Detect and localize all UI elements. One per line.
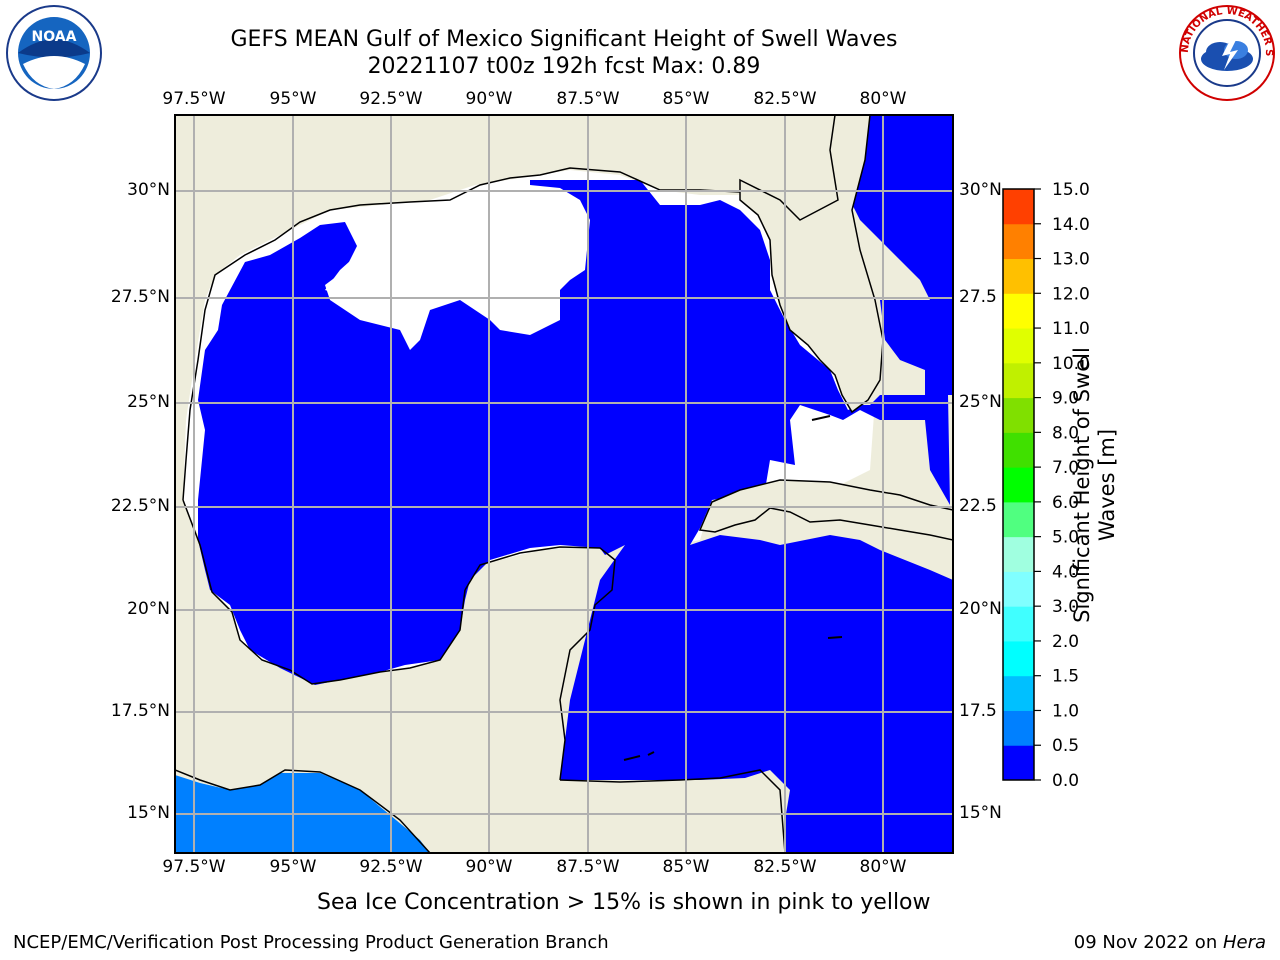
lon-label: 85°W <box>662 857 710 877</box>
cuba-land <box>698 479 953 541</box>
graticule <box>175 115 953 853</box>
colorbar-tick-label: 4.0 <box>1052 562 1079 582</box>
lat-label: 17.5 <box>959 701 997 721</box>
colorbar-segment <box>1003 606 1034 642</box>
colorbar-segment <box>1003 293 1034 329</box>
colorbar-label: Significant Height of Swell Waves [m] <box>1070 347 1119 623</box>
sea-ice-caption: Sea Ice Concentration > 15% is shown in … <box>317 890 931 915</box>
lat-label: 20°N <box>127 599 170 619</box>
lat-label: 22.5 <box>959 496 997 516</box>
colorbar-tick-label: 5.0 <box>1052 528 1079 548</box>
colorbar-segment <box>1003 467 1034 503</box>
lat-label: 25°N <box>127 392 170 412</box>
gulf-coastline <box>182 167 741 685</box>
colorbar-tick-label: 13.0 <box>1052 250 1090 270</box>
colorbar-segment <box>1003 571 1034 607</box>
colorbar-tick-label: 9.0 <box>1052 389 1079 409</box>
lat-label: 20°N <box>959 599 1002 619</box>
lat-label: 27.5°N <box>110 287 170 307</box>
caribbean-water <box>838 115 953 340</box>
colorbar-tick-label: 1.0 <box>1052 701 1079 721</box>
gulf-water <box>198 180 950 685</box>
footer-right: 09 Nov 2022 on Hera <box>1074 932 1266 953</box>
atlantic-east-water <box>880 300 953 395</box>
lon-label: 97.5°W <box>162 89 226 109</box>
colorbar-tick-label: 1.5 <box>1052 667 1079 687</box>
colorbar-tick-label: 2.0 <box>1052 632 1079 652</box>
colorbar-tick-label: 7.0 <box>1052 458 1079 478</box>
noaa-logo: NOAA <box>6 5 102 101</box>
florida-keys <box>811 415 831 421</box>
colorbar-tick-label: 3.0 <box>1052 597 1079 617</box>
colorbar-segment <box>1003 640 1034 677</box>
noaa-text: NOAA <box>32 29 77 45</box>
colorbar-segment <box>1003 397 1034 433</box>
colorbar-segment <box>1003 501 1034 538</box>
colorbar-segment <box>1003 189 1034 225</box>
yucatan-coast <box>464 546 616 781</box>
colorbar-tick-label: 0.0 <box>1052 771 1079 791</box>
northern-gulf-white-patch <box>325 208 570 303</box>
colorbar: 0.0 0.5 1.0 1.5 2.0 3.0 4.0 5.0 6.0 7.0 8.0 9.0 10.0… <box>1002 180 1090 791</box>
colorbar-segment <box>1003 675 1034 711</box>
lat-label: 22.5°N <box>110 496 170 516</box>
lon-label: 87.5°W <box>556 857 620 877</box>
title-line-2: 20221107 t00z 192h fcst Max: 0.89 <box>367 54 761 79</box>
caribbean-south-water <box>560 535 953 853</box>
lon-label: 87.5°W <box>556 89 620 109</box>
lat-label: 30°N <box>127 180 170 200</box>
lon-label: 82.5°W <box>753 857 817 877</box>
lon-label: 90°W <box>465 857 513 877</box>
colorbar-segment <box>1003 710 1034 746</box>
lon-label: 95°W <box>269 857 317 877</box>
lon-label: 90°W <box>465 89 513 109</box>
lat-label: 15°N <box>127 803 170 823</box>
chart-title: GEFS MEAN Gulf of Mexico Significant Hei… <box>0 26 1128 80</box>
colorbar-segment <box>1003 536 1034 572</box>
lat-label: 17.5°N <box>110 701 170 721</box>
colorbar-frame <box>1002 188 1035 781</box>
nws-logo: NATIONAL WEATHER SERVICE <box>1178 4 1275 101</box>
colorbar-tick-label: 8.0 <box>1052 423 1079 443</box>
colorbar-segment <box>1003 745 1034 781</box>
colorbar-tick-label: 6.0 <box>1052 493 1079 513</box>
colorbar-tick-label: 10.0 <box>1052 354 1090 374</box>
colorbar-tick-label: 0.5 <box>1052 736 1079 756</box>
lon-label: 97.5°W <box>162 857 226 877</box>
colorbar-tick-label: 11.0 <box>1052 319 1090 339</box>
lon-label: 85°W <box>662 89 710 109</box>
colorbar-segment <box>1003 432 1034 468</box>
lon-label: 95°W <box>269 89 317 109</box>
lon-label: 82.5°W <box>753 89 817 109</box>
colorbar-tick-label: 15.0 <box>1052 180 1090 200</box>
florida-land <box>739 115 884 414</box>
colorbar-tick-label: 12.0 <box>1052 284 1090 304</box>
lat-label: 25°N <box>959 392 1002 412</box>
footer-host: Hera <box>1222 932 1266 953</box>
lon-label: 92.5°W <box>359 89 423 109</box>
map-frame <box>174 114 954 854</box>
lat-label: 15°N <box>959 803 1002 823</box>
footer-left: NCEP/EMC/Verification Post Processing Pr… <box>13 932 609 953</box>
pacific-coastline <box>175 769 431 853</box>
honduras-coast <box>559 769 786 853</box>
colorbar-tick-label: 14.0 <box>1052 215 1090 235</box>
lon-label: 80°W <box>859 857 907 877</box>
colorbar-segment <box>1003 362 1034 399</box>
colorbar-segment <box>1003 258 1034 294</box>
lat-label: 30°N <box>959 180 1002 200</box>
lon-label: 80°W <box>859 89 907 109</box>
lon-label: 92.5°W <box>359 857 423 877</box>
lat-label: 27.5 <box>959 287 997 307</box>
footer-date: 09 Nov 2022 on <box>1073 932 1223 953</box>
colorbar-segment <box>1003 328 1034 364</box>
colorbar-segment <box>1003 223 1034 260</box>
title-line-1: GEFS MEAN Gulf of Mexico Significant Hei… <box>230 27 898 52</box>
cayman-islands <box>623 636 843 761</box>
